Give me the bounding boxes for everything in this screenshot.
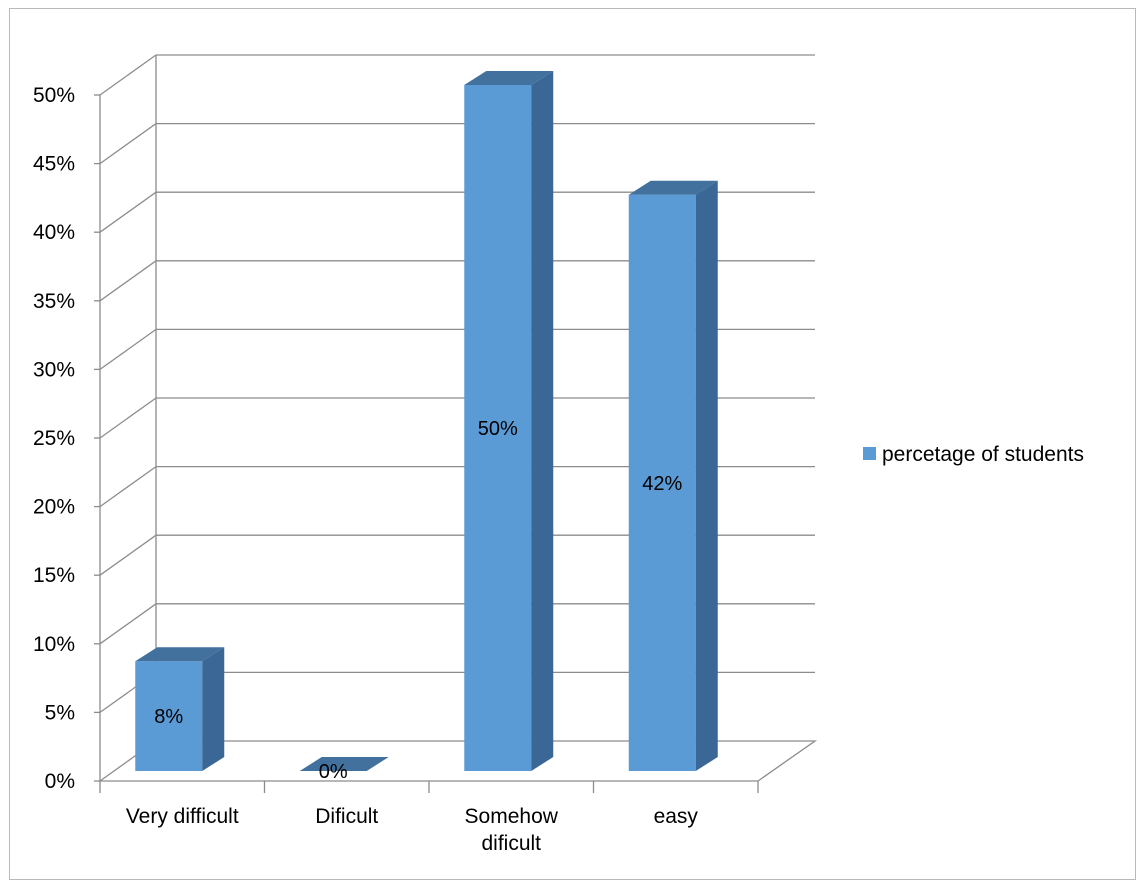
bars (135, 71, 718, 771)
y-tick-label: 45% (33, 153, 75, 176)
y-tick-label: 30% (33, 358, 75, 381)
bar (135, 647, 225, 771)
bar (299, 757, 389, 771)
y-tick-label: 50% (33, 84, 75, 107)
gridline-side (99, 397, 157, 439)
gridline-side (99, 328, 157, 370)
gridline-side (99, 191, 157, 233)
data-label: 0% (319, 761, 348, 783)
y-tick-label: 10% (33, 633, 75, 656)
gridline-side (99, 466, 157, 508)
x-tick-label: Very difficult (126, 805, 239, 828)
gridline-side (99, 123, 157, 165)
y-tick-label: 25% (33, 427, 75, 450)
x-tick-label: Somehow dificult (465, 805, 559, 855)
x-tick-label: Dificult (315, 805, 378, 828)
legend: percetage of students (863, 443, 1084, 466)
bar-front (628, 194, 696, 771)
y-tick-label: 20% (33, 496, 75, 519)
bar-side (531, 71, 554, 771)
bar (628, 180, 718, 771)
y-tick-label: 0% (45, 770, 75, 793)
gridline-side (99, 260, 157, 302)
bar-top (628, 180, 718, 195)
bar-top (299, 757, 389, 771)
x-axis: Very difficult Dificult Somehow dificult eas… (99, 781, 759, 855)
gridline-side (99, 54, 157, 96)
bar (464, 71, 554, 771)
gridline-side (99, 534, 157, 576)
bar-front (464, 85, 532, 771)
bar-top (135, 647, 225, 662)
y-tick-label: 35% (33, 290, 75, 313)
gridline-side (99, 603, 157, 645)
y-tick-label: 40% (33, 221, 75, 244)
bar-top (464, 71, 554, 85)
bar-side (202, 647, 225, 771)
data-label: 42% (642, 473, 682, 495)
data-label: 50% (478, 418, 518, 440)
bar-side (695, 180, 718, 771)
legend-swatch (863, 447, 876, 460)
y-tick-label: 5% (45, 701, 75, 724)
data-label: 8% (154, 706, 183, 728)
y-tick-label: 15% (33, 564, 75, 587)
y-axis-ticks: 0% 5% 10% 15% 20% 25% 30% 35% 40% 45% 50% (33, 84, 101, 793)
data-labels: 8% 0% 50% 42% (154, 418, 682, 783)
x-tick-label: easy (654, 805, 699, 828)
bar-front (135, 661, 203, 771)
legend-label: percetage of students (882, 443, 1084, 466)
